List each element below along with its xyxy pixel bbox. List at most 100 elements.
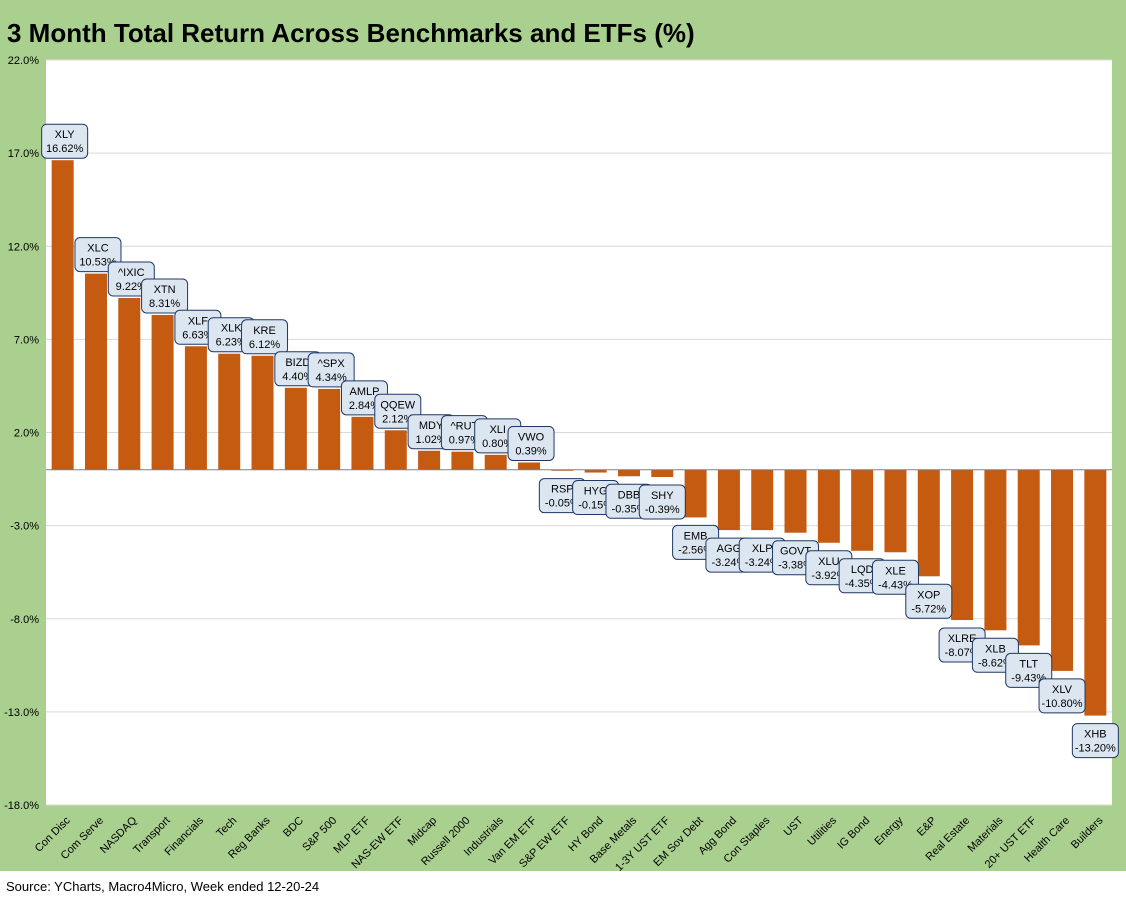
data-label-value: 4.40% bbox=[282, 371, 313, 383]
data-label-box bbox=[241, 319, 289, 355]
data-label-box bbox=[1071, 723, 1119, 759]
data-label-value: 0.39% bbox=[515, 445, 546, 457]
data-label-value: -4.43% bbox=[878, 579, 913, 591]
data-label-box bbox=[638, 484, 686, 520]
data-label-ticker: XLV bbox=[1052, 684, 1073, 696]
y-tick-label: -13.0% bbox=[4, 707, 39, 719]
data-label-value: -8.07% bbox=[945, 647, 980, 659]
bar bbox=[151, 314, 174, 470]
data-label-ticker: XTN bbox=[154, 284, 176, 296]
data-label-ticker: ^RUT bbox=[451, 421, 479, 433]
data-label-value: -5.72% bbox=[911, 603, 946, 615]
data-label: TLT -9.43% bbox=[1005, 652, 1053, 688]
data-label-ticker: XHB bbox=[1084, 729, 1107, 741]
data-label: XLV -10.80% bbox=[1038, 678, 1086, 714]
y-tick-label: -18.0% bbox=[4, 800, 39, 812]
data-label-value: 8.31% bbox=[149, 298, 180, 310]
bar bbox=[651, 469, 674, 478]
data-label-value: 2.12% bbox=[382, 413, 413, 425]
data-label-ticker: XLP bbox=[752, 543, 773, 555]
data-label-ticker: TLT bbox=[1019, 658, 1038, 670]
data-label-ticker: VWO bbox=[518, 431, 545, 443]
data-label-ticker: XLY bbox=[55, 129, 76, 141]
data-label-box bbox=[307, 352, 355, 388]
data-label-value: 2.84% bbox=[349, 400, 380, 412]
x-tick-label: Tech bbox=[214, 815, 239, 840]
data-label-ticker: DBB bbox=[618, 489, 641, 501]
data-label: ^SPX 4.34% bbox=[307, 352, 355, 388]
bar bbox=[1017, 469, 1040, 646]
data-label-value: -3.24% bbox=[711, 557, 746, 569]
bar bbox=[717, 469, 740, 531]
y-tick-label: 12.0% bbox=[8, 241, 39, 253]
data-label-ticker: ^SPX bbox=[318, 358, 346, 370]
data-label: XHB -13.20% bbox=[1071, 723, 1119, 759]
data-label: XOP -5.72% bbox=[905, 583, 953, 619]
data-label-ticker: AGG bbox=[717, 543, 741, 555]
data-label-value: 0.80% bbox=[482, 438, 513, 450]
data-label-ticker: AMLP bbox=[349, 386, 379, 398]
bar bbox=[351, 416, 374, 470]
data-label-ticker: BIZD bbox=[285, 357, 310, 369]
data-label-value: -4.35% bbox=[845, 578, 880, 590]
data-label-ticker: XLC bbox=[87, 243, 108, 255]
data-label-value: 0.97% bbox=[449, 435, 480, 447]
bar bbox=[318, 388, 341, 470]
data-label-ticker: XLE bbox=[885, 565, 906, 577]
data-label-value: -0.35% bbox=[612, 503, 647, 515]
bar bbox=[384, 430, 407, 470]
data-label-box bbox=[1005, 652, 1053, 688]
bar bbox=[1084, 469, 1107, 716]
data-label-value: -3.38% bbox=[778, 560, 813, 572]
y-tick-label: 2.0% bbox=[14, 428, 39, 440]
y-tick-label: 17.0% bbox=[8, 148, 39, 160]
data-label-ticker: LQD bbox=[851, 564, 874, 576]
bar bbox=[118, 298, 141, 470]
data-label-ticker: XOP bbox=[917, 589, 940, 601]
chart-title: 3 Month Total Return Across Benchmarks a… bbox=[7, 18, 695, 48]
data-label: KRE 6.12% bbox=[241, 319, 289, 355]
source-note: Source: YCharts, Macro4Micro, Week ended… bbox=[6, 879, 320, 894]
data-label-value: 1.02% bbox=[415, 434, 446, 446]
y-tick-label: 22.0% bbox=[8, 55, 39, 67]
data-label-value: -13.20% bbox=[1075, 743, 1116, 755]
data-label-ticker: GOVT bbox=[780, 546, 811, 558]
data-label-box bbox=[507, 425, 555, 461]
data-label-ticker: HYG bbox=[584, 486, 608, 498]
data-label-box bbox=[41, 123, 89, 159]
data-label-value: -8.62% bbox=[978, 657, 1013, 669]
y-tick-label: 7.0% bbox=[14, 334, 39, 346]
data-label-ticker: QQEW bbox=[380, 399, 415, 411]
bar bbox=[518, 462, 541, 470]
data-label-value: -2.56% bbox=[678, 544, 713, 556]
bar bbox=[684, 469, 707, 518]
bar bbox=[851, 469, 874, 551]
bar bbox=[184, 346, 207, 470]
data-label-value: -3.92% bbox=[811, 570, 846, 582]
bar bbox=[984, 469, 1007, 631]
data-label-value: -3.24% bbox=[745, 557, 780, 569]
bar bbox=[218, 353, 241, 470]
x-tick-label: UST bbox=[782, 814, 806, 838]
data-label-ticker: XLI bbox=[489, 424, 506, 436]
bar-chart: 22.0% 17.0% 12.0% 7.0% 2.0% -3.0% -8.0% -13.0% -… bbox=[4, 55, 1119, 871]
bar bbox=[884, 469, 907, 553]
data-label-ticker: KRE bbox=[253, 325, 276, 337]
x-tick-label: E&P bbox=[915, 815, 939, 839]
bar bbox=[484, 454, 507, 470]
data-label-ticker: MDY bbox=[419, 420, 444, 432]
bar bbox=[51, 160, 74, 470]
data-label-ticker: XLK bbox=[221, 323, 242, 335]
data-label-value: -10.80% bbox=[1042, 698, 1083, 710]
data-label-ticker: XLB bbox=[985, 643, 1006, 655]
data-label-ticker: XLRE bbox=[948, 633, 977, 645]
bar bbox=[784, 469, 807, 533]
bar bbox=[84, 273, 107, 470]
data-label-value: -0.39% bbox=[645, 504, 680, 516]
data-label: XLY 16.62% bbox=[41, 123, 89, 159]
data-label-ticker: XLU bbox=[818, 556, 839, 568]
bar bbox=[751, 469, 774, 531]
x-tick-label: Energy bbox=[872, 814, 905, 847]
bar bbox=[1051, 469, 1074, 671]
bar bbox=[951, 469, 974, 621]
